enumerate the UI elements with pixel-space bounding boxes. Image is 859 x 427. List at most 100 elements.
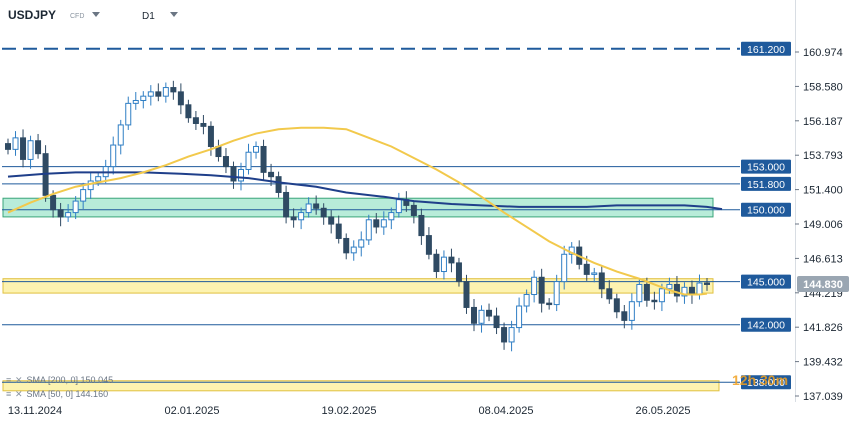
- candle-body: [80, 189, 87, 202]
- candle-body: [696, 282, 703, 296]
- chevron-down-icon[interactable]: [170, 12, 178, 17]
- candle-body: [358, 239, 365, 248]
- candle-body: [27, 140, 34, 160]
- chevron-down-icon[interactable]: [92, 12, 100, 17]
- candle-body: [335, 223, 342, 239]
- level-label: 153.000: [747, 162, 785, 174]
- candle-body: [65, 212, 72, 218]
- candle-body: [455, 262, 462, 283]
- candle-body: [538, 276, 545, 304]
- candle-body: [688, 286, 695, 296]
- y-tick-label: 141.826: [803, 322, 843, 334]
- y-tick-label: 158.580: [803, 81, 843, 93]
- y-tick-label: 156.187: [803, 116, 843, 128]
- candle-body: [343, 237, 350, 254]
- close-icon[interactable]: ✕: [15, 389, 23, 399]
- candle-body: [5, 143, 11, 150]
- menu-icon[interactable]: ≡: [6, 375, 12, 385]
- candle-body: [305, 203, 312, 214]
- candle-body: [388, 212, 395, 221]
- x-tick-label: 26.05.2025: [635, 405, 690, 417]
- level-label-bg: [741, 41, 791, 56]
- candle-body: [516, 305, 523, 329]
- candle-body: [320, 207, 327, 218]
- level-label: 142.000: [747, 320, 785, 332]
- y-tick-label: 139.432: [803, 357, 843, 369]
- candle-body: [57, 209, 64, 218]
- candle-body: [12, 137, 19, 150]
- y-tick-label: 151.400: [803, 185, 843, 197]
- candle-body: [486, 309, 493, 317]
- candle-body: [192, 117, 199, 124]
- candle-body: [117, 124, 124, 146]
- level-label: 161.200: [747, 44, 785, 56]
- instrument-type: CFD: [70, 13, 85, 20]
- candle-body: [110, 144, 117, 168]
- candle-body: [95, 176, 102, 182]
- timeframe-selector[interactable]: D1: [142, 11, 155, 22]
- candle-body: [268, 171, 275, 178]
- candle-body: [546, 302, 553, 306]
- candle-body: [561, 253, 568, 283]
- current-price-bg: [797, 276, 849, 293]
- menu-icon[interactable]: ≡: [6, 389, 12, 399]
- x-tick-label: 19.02.2025: [321, 405, 376, 417]
- sma200-label: SMA [200, 0] 150.045: [26, 375, 114, 385]
- sma50-line: [7, 126, 708, 296]
- candle-body: [155, 91, 162, 97]
- candle-body: [260, 145, 267, 173]
- candle-body: [440, 256, 447, 273]
- y-tick-label: 153.793: [803, 150, 843, 162]
- candle-body: [651, 299, 658, 303]
- candle-body: [35, 140, 42, 155]
- candle-body: [147, 91, 154, 97]
- candle-body: [681, 286, 688, 297]
- candle-body: [395, 199, 402, 214]
- level-label-bg: [741, 159, 791, 174]
- candle-body: [373, 219, 380, 228]
- candle-body: [606, 288, 613, 300]
- current-price-label: 144.830: [803, 279, 843, 291]
- candle-body: [350, 246, 357, 254]
- candle-body: [508, 327, 515, 343]
- candle-body: [170, 87, 177, 93]
- level-label: 151.800: [747, 179, 785, 191]
- symbol-name[interactable]: USDJPY: [8, 8, 57, 22]
- candle-body: [20, 137, 27, 160]
- candle-body: [253, 145, 260, 153]
- level-label-bg: [741, 176, 791, 191]
- sma50-legend[interactable]: ≡ ✕ SMA [50, 0] 144.160: [6, 389, 108, 400]
- candle-body: [328, 216, 335, 225]
- sma200-line: [7, 171, 723, 211]
- candle-body: [283, 191, 290, 218]
- level-label-bg: [741, 375, 791, 390]
- candle-body: [298, 212, 305, 221]
- candle-body: [433, 253, 440, 273]
- candle-body: [72, 200, 79, 214]
- zone-150.000[interactable]: [2, 197, 714, 218]
- candle-body: [207, 125, 214, 147]
- candle-body: [313, 203, 320, 209]
- candle-body: [140, 95, 147, 101]
- zone-138.000[interactable]: [2, 380, 720, 392]
- candle-body: [613, 298, 620, 313]
- candle-body: [598, 272, 605, 290]
- level-label: 150.000: [747, 205, 785, 217]
- y-tick-label: 149.006: [803, 219, 843, 231]
- close-icon[interactable]: ✕: [15, 375, 23, 385]
- level-label-bg: [741, 274, 791, 289]
- x-tick-label: 13.11.2024: [8, 405, 62, 417]
- candle-body: [177, 91, 184, 106]
- candle-body: [185, 104, 192, 119]
- candle-body: [531, 276, 538, 296]
- candle-body: [125, 102, 132, 126]
- level-label-bg: [741, 317, 791, 332]
- candle-body: [132, 99, 139, 104]
- candle-body: [628, 301, 635, 321]
- candle-body: [493, 315, 500, 329]
- level-label-bg: [741, 202, 791, 217]
- candle-body: [380, 219, 387, 228]
- candle-body: [50, 194, 57, 211]
- sma200-legend[interactable]: ≡ ✕ SMA [200, 0] 150.045: [6, 375, 113, 386]
